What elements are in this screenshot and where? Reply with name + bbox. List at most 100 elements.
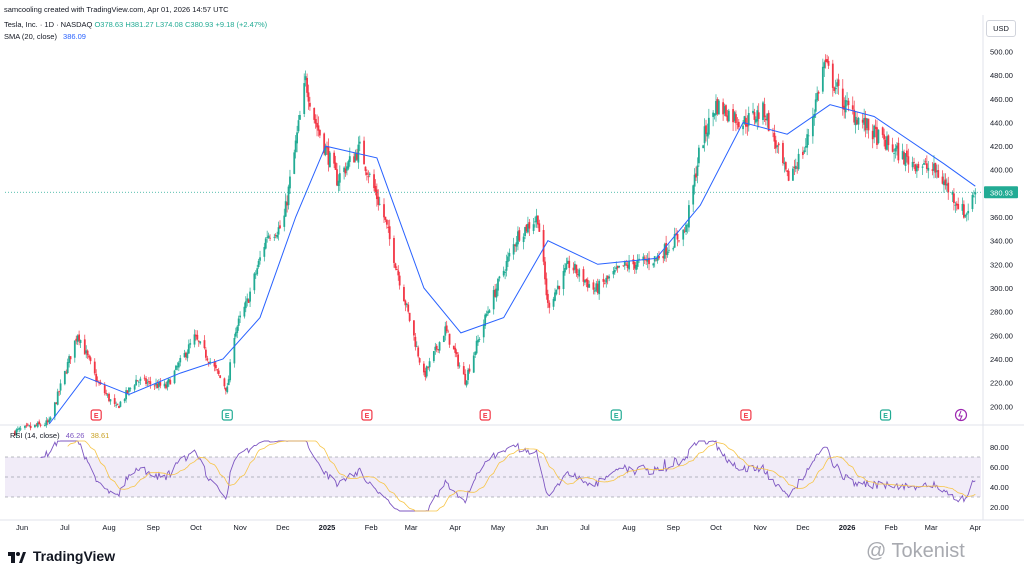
candle-body [108,393,110,402]
candle-body [814,99,817,112]
candle-body [623,261,626,266]
candle-body [776,145,779,147]
sma-legend[interactable]: SMA (20, close) 386.09 [4,32,86,41]
candle-body [596,283,599,293]
tradingview-logo[interactable]: TradingView [8,548,115,564]
candle-body [707,117,710,135]
open-value: O378.63 [94,20,124,29]
candle-body [249,291,251,302]
candle-body [927,167,930,171]
candle-body [196,334,199,340]
candle-body [796,167,799,169]
candle-body [717,100,720,115]
candle-body [306,77,308,93]
candle-body [157,381,160,388]
candle-body [793,166,796,169]
candle-body [941,176,944,184]
candle-body [492,290,495,310]
candle-body [472,355,475,373]
candle-body [269,237,271,239]
ohlc-legend[interactable]: Tesla, Inc. · 1D · NASDAQ O378.63 H381.2… [4,20,267,29]
currency-button[interactable]: USD [986,20,1016,37]
candle-body [726,115,729,121]
candle-body [498,276,501,279]
candle-body [462,366,465,375]
candle-body [66,362,69,373]
candle-body [49,417,52,420]
candle-body [267,235,270,238]
candle-body [58,391,61,393]
candle-body [156,383,159,388]
candle-body [713,113,716,116]
candle-body [213,362,216,367]
candle-body [226,386,229,393]
candle-body [756,110,759,122]
candle-body [173,370,176,384]
candle-body [851,105,854,110]
candle-body [678,240,680,242]
candle-body [167,378,170,383]
candle-body [943,181,945,186]
candle-body [166,381,169,388]
candle-body [279,225,281,229]
time-axis-label: Aug [102,523,115,532]
candle-body [145,378,147,384]
candle-body [854,116,857,126]
candle-body [165,384,167,389]
candle-body [86,350,89,356]
candle-body [632,259,635,265]
candle-body [75,338,78,341]
candle-body [313,107,316,120]
candle-body [512,244,515,255]
candle-body [454,347,457,353]
candle-body [123,399,126,402]
candle-body [38,421,41,425]
candle-body [856,119,858,125]
candle-body [846,100,848,102]
candle-body [468,368,471,372]
candle-body [96,380,99,382]
candle-body [203,340,206,349]
earnings-marker-label: E [225,413,230,420]
candle-body [688,205,690,228]
candle-body [817,91,820,94]
candle-body [722,102,725,115]
candle-body [478,339,481,340]
candle-body [562,271,565,290]
candle-body [257,260,260,268]
candle-body [945,184,948,186]
candle-body [606,275,609,279]
candle-body [648,257,650,265]
candle-body [673,234,676,248]
candle-body [153,385,156,387]
candle-body [652,263,655,266]
candle-body [418,358,421,363]
candle-body [836,82,838,87]
candle-body [323,133,326,154]
candle-body [518,230,521,241]
candle-body [482,324,485,338]
candle-body [229,362,232,381]
candle-body [766,113,769,121]
candle-body [668,249,670,251]
candle-body [696,165,699,176]
candle-body [568,260,571,268]
candle-body [383,204,385,218]
candle-body [764,118,767,121]
candle-body [397,270,400,276]
earnings-marker [479,409,491,421]
candle-body [448,333,451,345]
candle-body [886,136,888,150]
candle-body [965,213,968,215]
candle-body [615,267,618,270]
time-axis-label: Sep [667,523,680,532]
candle-body [199,341,202,344]
candle-body [25,425,28,427]
candle-body [732,109,734,123]
candle-body [309,102,311,107]
candle-body [757,112,760,119]
candle-body [417,347,420,357]
candle-body [803,150,806,153]
rsi-legend[interactable]: RSI (14, close) 46.26 38.61 [10,431,109,440]
